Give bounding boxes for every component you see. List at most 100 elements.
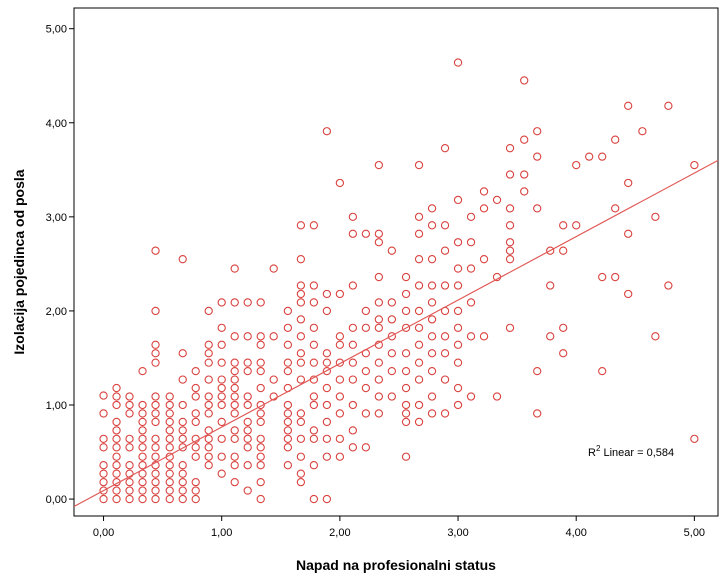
data-point: [230, 400, 239, 410]
y-tick-label: 3,00: [46, 212, 67, 224]
data-point: [335, 358, 345, 367]
data-point: [598, 152, 607, 161]
data-point: [283, 434, 293, 444]
data-point: [243, 434, 252, 444]
data-point: [243, 417, 252, 427]
data-point: [230, 426, 239, 435]
data-point: [348, 358, 358, 367]
data-point: [256, 332, 265, 341]
data-point: [401, 409, 411, 418]
data-point: [296, 289, 306, 299]
data-point: [479, 255, 489, 264]
data-point: [440, 409, 450, 418]
data-point: [283, 306, 293, 316]
data-point: [374, 358, 384, 367]
data-point: [230, 366, 239, 376]
data-point: [427, 392, 437, 401]
data-point: [112, 426, 121, 435]
x-tick-label: 0,00: [93, 527, 114, 539]
data-point: [138, 494, 147, 504]
plot-area: [73, 7, 719, 517]
data-point: [230, 392, 239, 401]
data-point: [427, 281, 437, 290]
data-point: [138, 461, 147, 470]
data-point: [230, 358, 239, 367]
data-point: [138, 426, 147, 435]
data-point: [401, 366, 411, 376]
data-point: [99, 409, 108, 418]
data-point: [401, 306, 411, 316]
data-point: [427, 349, 437, 358]
data-point: [230, 434, 239, 444]
data-point: [505, 144, 515, 153]
data-point: [414, 417, 424, 427]
data-point: [283, 443, 293, 452]
data-point: [151, 469, 160, 478]
data-point: [151, 477, 160, 487]
data-point: [256, 409, 265, 418]
y-tick-label: 4,00: [46, 118, 67, 130]
data-point: [256, 461, 265, 470]
data-point: [309, 323, 319, 333]
data-point: [217, 358, 226, 367]
data-point: [178, 461, 187, 470]
data-point: [151, 417, 160, 427]
data-point: [191, 443, 200, 452]
data-point: [309, 281, 319, 290]
data-point: [151, 409, 160, 418]
data-point: [283, 323, 293, 333]
data-point: [296, 469, 306, 478]
data-point: [638, 127, 647, 136]
data-point: [99, 486, 108, 495]
data-point: [322, 452, 332, 461]
data-point: [178, 375, 187, 384]
data-point: [427, 409, 437, 418]
data-point: [335, 332, 345, 341]
data-point: [453, 281, 463, 290]
data-point: [165, 469, 174, 478]
data-point: [374, 409, 384, 418]
data-point: [178, 434, 187, 444]
data-point: [230, 298, 239, 307]
data-point: [505, 246, 515, 255]
data-point: [296, 452, 306, 461]
data-point: [296, 349, 306, 358]
data-point: [309, 392, 319, 401]
data-point: [191, 494, 200, 504]
data-point: [217, 452, 226, 461]
data-point: [440, 332, 450, 341]
data-point: [151, 452, 160, 461]
data-point: [112, 434, 121, 444]
data-point: [348, 212, 358, 221]
data-point: [243, 426, 252, 435]
data-point: [427, 255, 437, 264]
data-point: [466, 264, 476, 273]
data-point: [243, 392, 252, 401]
data-point: [533, 366, 542, 376]
data-point: [230, 332, 239, 341]
data-point: [204, 434, 213, 444]
data-point: [151, 358, 160, 367]
data-point: [401, 383, 411, 393]
data-point: [559, 349, 568, 358]
data-point: [178, 469, 187, 478]
data-point: [401, 289, 411, 299]
data-point: [178, 426, 187, 435]
data-point: [256, 400, 265, 410]
data-point: [283, 340, 293, 349]
data-point: [387, 332, 397, 341]
data-point: [453, 340, 463, 349]
data-point: [466, 392, 476, 401]
data-point: [611, 272, 620, 282]
data-point: [125, 400, 134, 410]
data-point: [322, 400, 332, 410]
data-point: [296, 298, 306, 307]
data-point: [414, 281, 424, 290]
data-points: [99, 58, 699, 504]
data-point: [427, 366, 437, 376]
data-point: [559, 246, 568, 255]
data-point: [217, 323, 226, 333]
data-point: [151, 443, 160, 452]
data-point: [453, 195, 463, 205]
